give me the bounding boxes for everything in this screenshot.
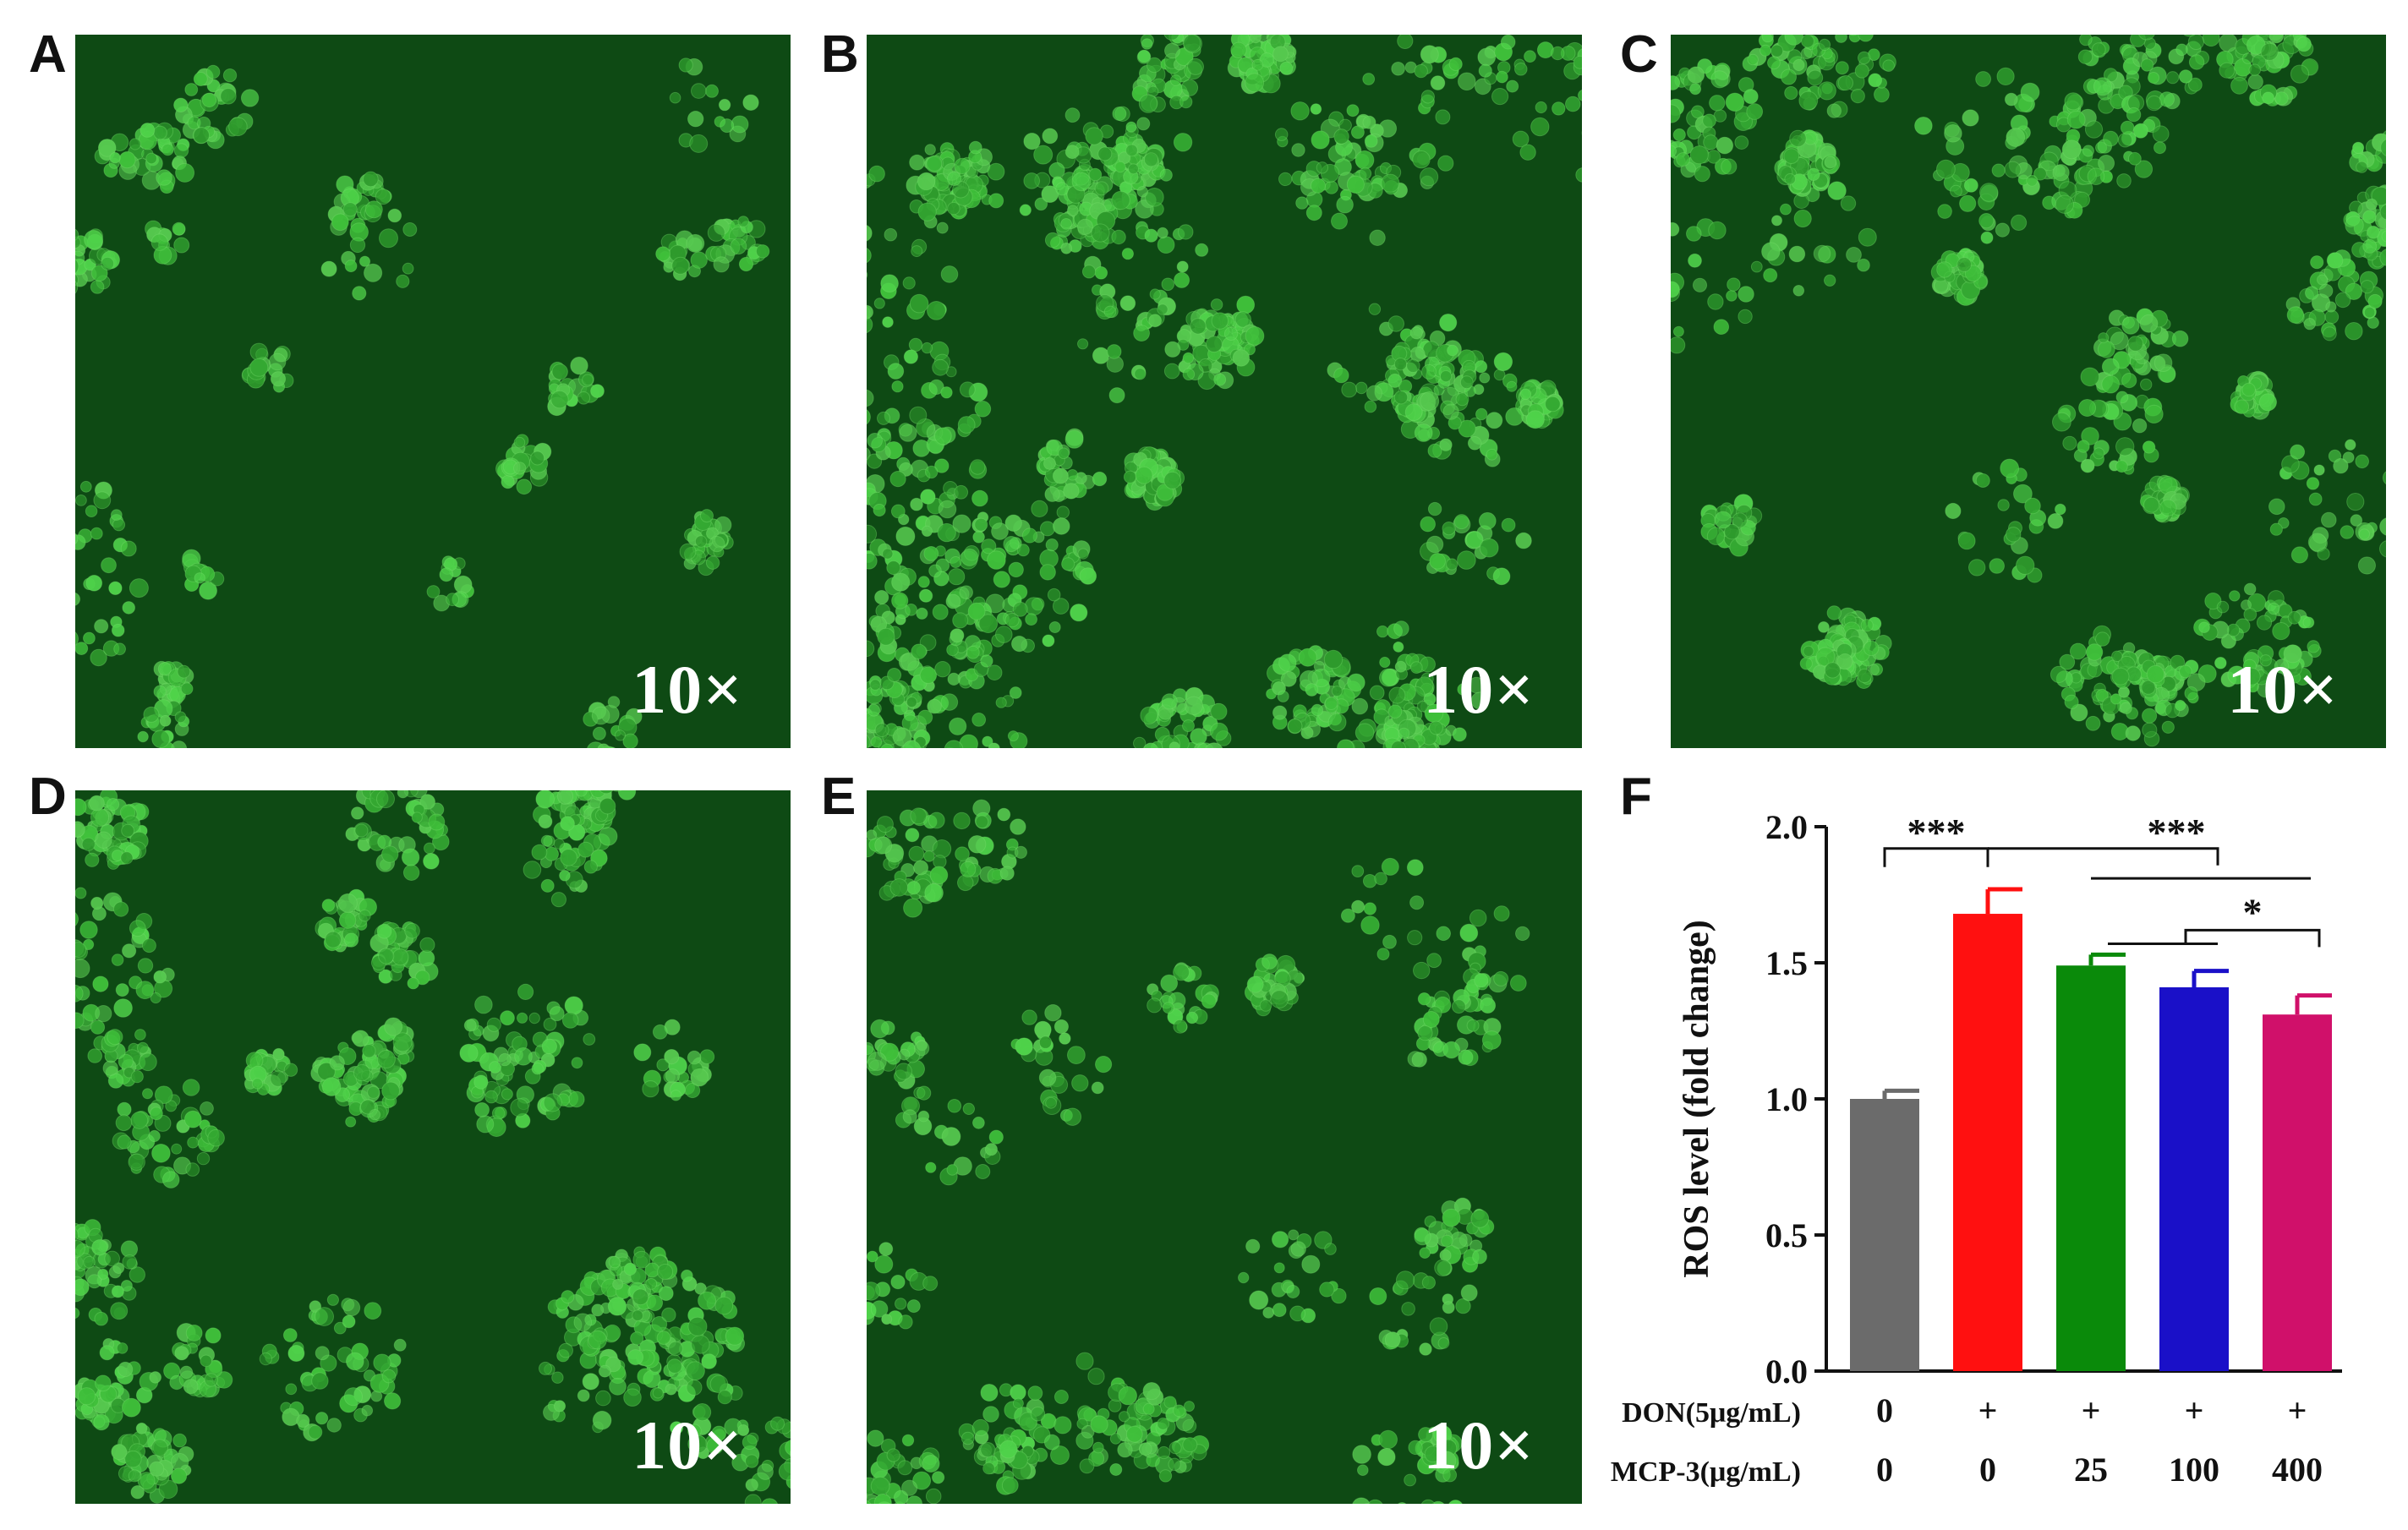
y-axis-label: ROS level (fold change) xyxy=(1677,920,1716,1277)
panel-letter-f: F xyxy=(1620,768,1652,826)
mcp-value-label: 400 xyxy=(2272,1451,2323,1489)
panel-letter-a: A xyxy=(29,25,67,84)
y-tick-label: 0.5 xyxy=(1765,1216,1808,1254)
bar xyxy=(2056,965,2126,1371)
cell-field-b xyxy=(867,35,1582,748)
cell-field-c xyxy=(1671,35,2386,747)
sig-label: * xyxy=(2243,890,2263,933)
mcp-row-label: MCP-3(μg/mL) xyxy=(1611,1456,1801,1488)
don-row-label: DON(5μg/mL) xyxy=(1622,1397,1801,1429)
sig-bracket-don-treat xyxy=(1988,847,2219,866)
panel-letter-d: D xyxy=(29,768,67,826)
don-value-label: 0 xyxy=(1876,1391,1893,1429)
sig-label: *** xyxy=(2148,811,2206,854)
don-value-label: + xyxy=(2082,1391,2101,1429)
ros-bar-chart: 0.0 0.5 1.0 1.5 2.0 ROS level (fold change) DO… xyxy=(1611,808,2342,1489)
micrograph-d: 10× xyxy=(75,790,791,1504)
bar xyxy=(1850,1099,1919,1371)
micrograph-c: 10× xyxy=(1671,35,2386,748)
sig-label: *** xyxy=(1907,811,1966,854)
y-tick-label: 1.0 xyxy=(1765,1080,1808,1118)
mcp-value-label: 25 xyxy=(2074,1451,2108,1489)
mcp-value-label: 0 xyxy=(1979,1451,1996,1489)
sig-bracket-ctrl-don xyxy=(1883,847,1989,867)
mcp-value-label: 100 xyxy=(2169,1451,2219,1489)
micrograph-a: 10× xyxy=(75,35,791,748)
bar xyxy=(1953,914,2022,1371)
sig-bracket-25-400 xyxy=(2184,928,2321,948)
don-value-label: + xyxy=(2185,1391,2204,1429)
cell-field-e xyxy=(867,799,1530,1504)
micrograph-e: 10× xyxy=(867,790,1582,1504)
magnification-label-a: 10× xyxy=(632,651,743,728)
panel-letter-c: C xyxy=(1620,25,1658,84)
y-tick-label: 1.5 xyxy=(1765,944,1808,982)
micrograph-b: 10× xyxy=(867,35,1582,748)
cell-field-d xyxy=(75,790,791,1504)
y-tick-label: 0.0 xyxy=(1765,1352,1808,1391)
magnification-label-c: 10× xyxy=(2227,651,2339,728)
bar xyxy=(2159,986,2229,1371)
don-value-label: + xyxy=(1978,1391,1998,1429)
panel-letter-b: B xyxy=(821,25,859,84)
bar xyxy=(2263,1014,2332,1371)
magnification-label-e: 10× xyxy=(1423,1407,1535,1484)
cell-field-a xyxy=(75,57,770,748)
y-tick-label: 2.0 xyxy=(1765,808,1808,846)
magnification-label-d: 10× xyxy=(632,1407,743,1484)
mcp-value-label: 0 xyxy=(1876,1451,1893,1489)
magnification-label-b: 10× xyxy=(1423,651,1535,728)
panel-letter-e: E xyxy=(821,768,856,826)
don-value-label: + xyxy=(2288,1391,2307,1429)
